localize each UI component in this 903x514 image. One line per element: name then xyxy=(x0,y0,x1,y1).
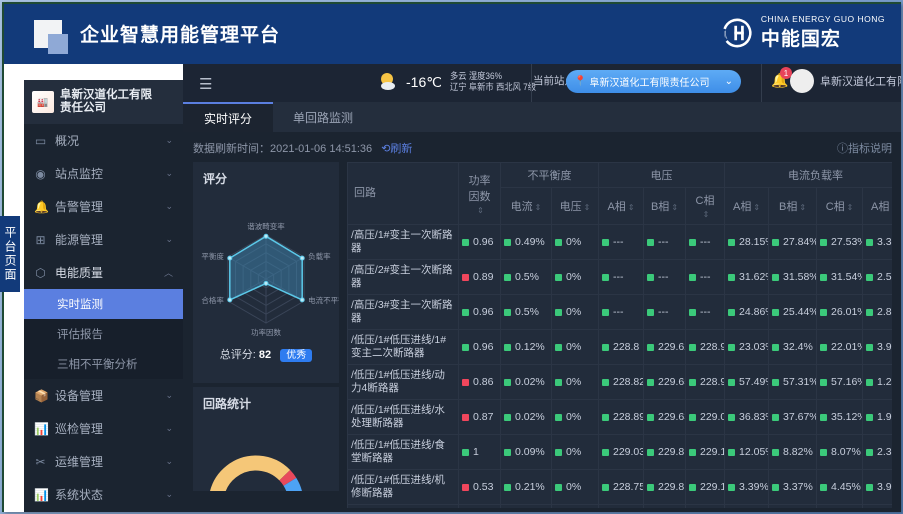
svg-text:谐波畸变率: 谐波畸变率 xyxy=(247,221,285,231)
svg-text:功率因数: 功率因数 xyxy=(251,327,281,337)
svg-text:负载率: 负载率 xyxy=(308,251,331,261)
svg-text:电流不平衡: 电流不平衡 xyxy=(308,295,339,305)
svg-text:平衡度: 平衡度 xyxy=(201,251,224,261)
svg-text:合格率: 合格率 xyxy=(201,295,224,305)
